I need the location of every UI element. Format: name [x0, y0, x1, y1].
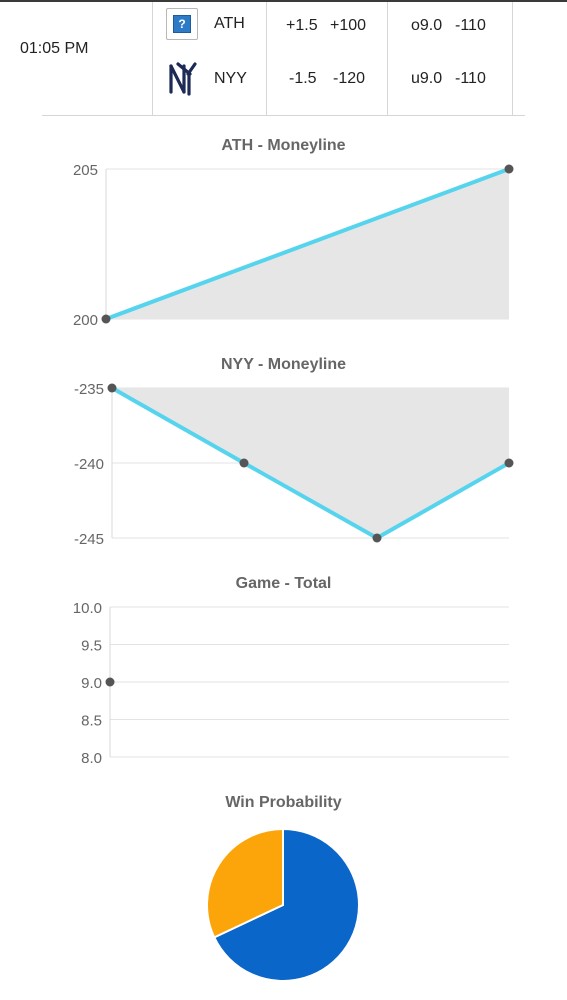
- divider: [152, 2, 153, 115]
- unknown-team-icon: ?: [166, 8, 198, 40]
- data-point: [105, 677, 115, 687]
- away-spread-odds[interactable]: +100: [330, 17, 367, 34]
- home-spread[interactable]: -1.5: [289, 70, 317, 87]
- pie-slice: [206, 827, 284, 939]
- data-point: [504, 458, 514, 468]
- away-total-odds[interactable]: -110: [455, 17, 486, 34]
- away-spread[interactable]: +1.5: [286, 17, 318, 34]
- divider: [512, 2, 513, 115]
- nyy-moneyline-title: NYY - Moneyline: [220, 356, 347, 373]
- y-tick-label: 8.5: [81, 713, 102, 730]
- away-total[interactable]: o9.0: [411, 17, 443, 34]
- away-team-name: ATH: [214, 15, 245, 32]
- home-total[interactable]: u9.0: [411, 70, 443, 87]
- pie-slice: [212, 827, 360, 982]
- y-tick-label: 10.0: [73, 600, 102, 617]
- data-point: [504, 164, 514, 174]
- area-fill: [112, 388, 509, 538]
- data-point: [372, 533, 382, 543]
- game-total-title: Game - Total: [235, 575, 332, 592]
- divider: [387, 2, 388, 115]
- y-tick-label: 9.5: [81, 638, 102, 655]
- home-total-odds[interactable]: -110: [455, 70, 486, 87]
- data-point: [107, 383, 117, 393]
- yankees-logo-icon: [169, 62, 197, 96]
- divider: [266, 2, 267, 115]
- home-team-name: NYY: [214, 70, 247, 87]
- y-tick-label: 200: [73, 312, 98, 329]
- home-spread-odds[interactable]: -120: [333, 70, 366, 87]
- game-time: 01:05 PM: [20, 40, 89, 57]
- ath-moneyline-title: ATH - Moneyline: [221, 137, 346, 154]
- data-point: [101, 314, 111, 324]
- top-border: [0, 0, 567, 2]
- y-tick-label: -240: [74, 456, 104, 473]
- data-point: [239, 458, 249, 468]
- y-tick-label: 205: [73, 162, 98, 179]
- game-row[interactable]: [42, 2, 525, 116]
- series-line: [105, 167, 510, 321]
- win-probability-title: Win Probability: [225, 794, 342, 811]
- y-tick-label: -235: [74, 381, 104, 398]
- y-tick-label: -245: [74, 531, 104, 548]
- series-line: [111, 386, 510, 540]
- y-tick-label: 9.0: [81, 675, 102, 692]
- y-tick-label: 8.0: [81, 750, 102, 767]
